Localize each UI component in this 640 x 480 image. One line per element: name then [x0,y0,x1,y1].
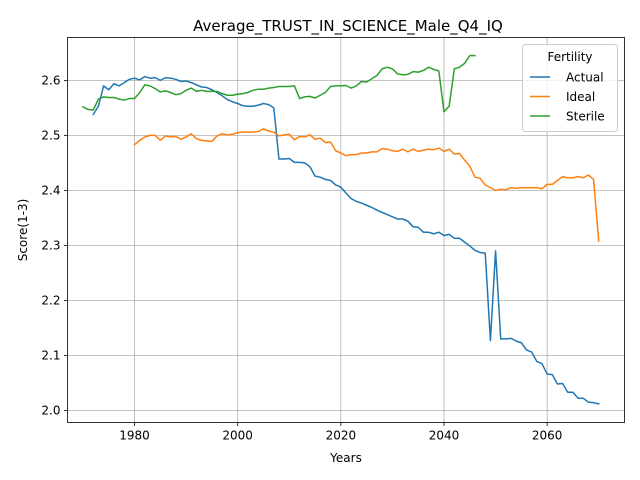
y-tick-label: 2.6 [41,73,60,87]
y-axis-label: Score(1-3) [16,199,30,262]
axes-frame [67,37,625,423]
x-tick-label: 2060 [532,429,563,443]
x-tick-label: 2020 [326,429,357,443]
series-line-ideal [133,128,600,242]
y-tick-label: 2.1 [41,348,60,362]
x-tick-label: 2040 [429,429,460,443]
series-line-actual [92,75,600,405]
legend-label-actual: Actual [566,71,604,85]
x-axis: 1980 2000 2020 2040 2060 [119,422,563,443]
y-tick-label: 2.3 [41,238,60,252]
y-tick-label: 2.0 [41,403,60,417]
y-tick-label: 2.4 [41,183,60,197]
x-tick-label: 1980 [119,429,150,443]
legend-title: Fertility [547,50,592,64]
legend: Fertility Actual Ideal Sterile [522,44,618,132]
x-axis-label: Years [329,451,362,465]
series-line-sterile [81,54,476,113]
legend-label-ideal: Ideal [566,90,595,104]
legend-box [522,44,618,132]
legend-label-sterile: Sterile [566,110,605,124]
y-tick-label: 2.5 [41,128,60,142]
x-tick-label: 2000 [222,429,253,443]
y-tick-label: 2.2 [41,293,60,307]
y-axis: 2.0 2.1 2.2 2.3 2.4 2.5 2.6 [41,73,68,417]
series-layer [81,54,600,405]
chart-title: Average_TRUST_IN_SCIENCE_Male_Q4_IQ [193,17,503,36]
legend-items: Actual Ideal Sterile [530,71,605,124]
